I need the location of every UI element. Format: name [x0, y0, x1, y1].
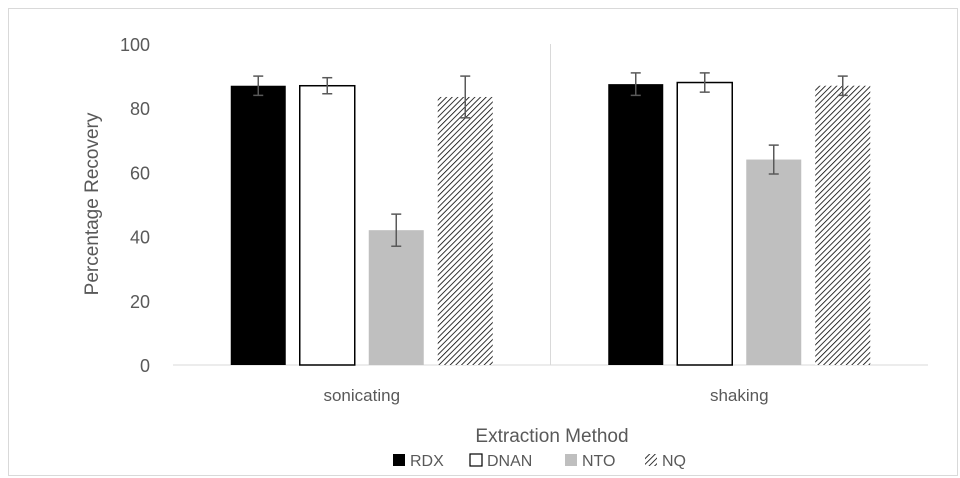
error-bar	[630, 72, 641, 97]
bar-nto-sonicating	[368, 230, 424, 365]
bar-nto-shaking	[746, 159, 802, 365]
x-tick-label: shaking	[710, 386, 769, 405]
legend-swatch-rdx	[393, 454, 405, 466]
bar-rdx-shaking	[608, 84, 664, 365]
legend-label-nq: NQ	[662, 453, 686, 470]
error-bar	[837, 75, 848, 97]
legend-label-dnan: DNAN	[487, 453, 532, 470]
y-tick-label: 40	[130, 228, 150, 248]
legend-swatch-nto	[565, 454, 577, 466]
legend-label-nto: NTO	[582, 453, 615, 470]
legend: RDX DNAN NTO NQ	[393, 453, 686, 470]
y-tick-label: 80	[130, 99, 150, 119]
y-tick-label: 100	[120, 35, 150, 55]
legend-swatch-nq	[645, 454, 657, 466]
error-bar	[322, 76, 333, 95]
legend-label-rdx: RDX	[410, 453, 444, 470]
bar-rdx-sonicating	[230, 85, 286, 365]
error-bar	[460, 75, 471, 119]
y-tick-label: 20	[130, 292, 150, 312]
error-bar	[253, 75, 264, 97]
error-bar	[768, 144, 779, 175]
x-tick-label: sonicating	[323, 386, 400, 405]
bar-nq-shaking	[815, 85, 871, 365]
error-bar	[391, 213, 402, 247]
bar-dnan-shaking	[676, 81, 733, 366]
y-axis-label: Percentage Recovery	[82, 112, 103, 295]
x-axis-label: Extraction Method	[475, 426, 628, 447]
bar-nq-sonicating	[437, 96, 493, 365]
legend-swatch-dnan	[469, 453, 483, 467]
error-bar	[699, 72, 710, 93]
y-tick-label: 60	[130, 163, 150, 183]
y-tick-label: 0	[140, 356, 150, 376]
bar-dnan-sonicating	[299, 84, 356, 366]
